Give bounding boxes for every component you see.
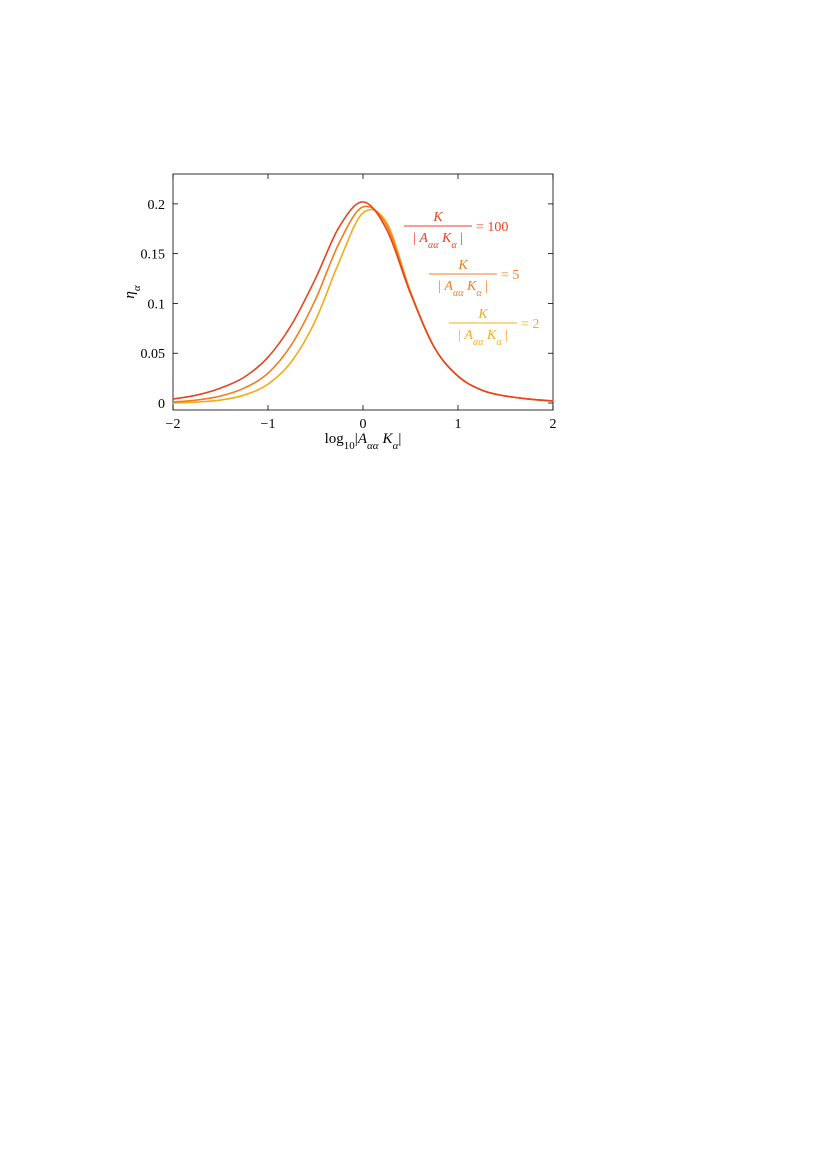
- series-line-ratio-2: [172, 208, 554, 404]
- annotations: K | Aαα Kα | = 100 K | Aαα Kα | = 5 K | Aαα Kα …: [404, 210, 539, 348]
- y-tick-label: 0.2: [148, 198, 166, 213]
- x-tick-label: 1: [455, 417, 462, 432]
- annotation-value: = 2: [521, 317, 539, 332]
- x-tick-label: 0: [360, 417, 367, 432]
- x-tick-label: 2: [550, 417, 557, 432]
- y-tick-label: 0.05: [141, 347, 166, 362]
- annotation-value: = 5: [501, 268, 519, 283]
- plot-frame: [172, 173, 554, 411]
- annotation-ratio-100: K | Aαα Kα | = 100: [404, 210, 508, 251]
- axis-ticks: −2 −1 0 1 2 0 0.05 0.1 0.15 0.2: [141, 174, 557, 432]
- y-tick-label: 0.1: [148, 297, 166, 312]
- x-tick-label: −2: [166, 417, 181, 432]
- y-axis-label: ηα: [122, 285, 143, 298]
- annotation-denominator: | Aαα Kα |: [438, 279, 488, 299]
- annotation-numerator: K: [432, 210, 443, 225]
- annotation-value: = 100: [476, 220, 508, 235]
- annotation-numerator: K: [457, 258, 468, 273]
- x-axis-label: log10|Aαα Kα|: [325, 431, 402, 452]
- x-tick-label: −1: [261, 417, 276, 432]
- y-tick-label: 0.15: [141, 248, 166, 263]
- annotation-ratio-2: K | Aαα Kα | = 2: [449, 307, 539, 348]
- series-line-ratio-100: [172, 201, 554, 402]
- series-line-ratio-5: [172, 205, 554, 403]
- annotation-numerator: K: [477, 307, 488, 322]
- annotation-denominator: | Aαα Kα |: [413, 231, 463, 251]
- y-tick-label: 0: [158, 397, 165, 412]
- annotation-denominator: | Aαα Kα |: [458, 328, 508, 348]
- series-layer: [172, 201, 554, 404]
- annotation-ratio-5: K | Aαα Kα | = 5: [429, 258, 519, 299]
